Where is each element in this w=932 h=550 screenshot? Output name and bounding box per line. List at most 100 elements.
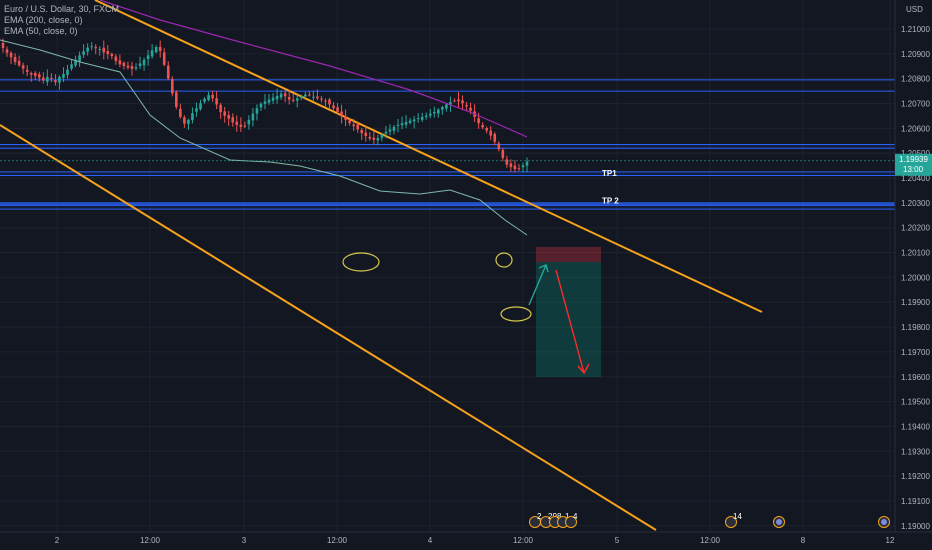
candle-body xyxy=(380,134,384,138)
candle-body xyxy=(412,119,416,122)
candle-body xyxy=(267,99,271,103)
candle-body xyxy=(336,107,339,112)
y-tick-label: 1.19700 xyxy=(901,348,930,357)
y-tick-label: 1.20200 xyxy=(901,224,930,233)
candle-body xyxy=(352,124,355,127)
current-price-tag xyxy=(895,153,932,176)
y-tick-label: 1.19400 xyxy=(901,422,930,431)
candle-body xyxy=(316,96,319,99)
candle-body xyxy=(211,94,214,99)
candle-body xyxy=(461,100,464,104)
candle-body xyxy=(191,113,194,121)
candle-body xyxy=(106,51,110,55)
candle-body xyxy=(320,98,323,100)
y-tick-label: 1.19200 xyxy=(901,472,930,481)
zone-fill xyxy=(0,144,895,149)
y-tick-label: 1.19300 xyxy=(901,447,930,456)
candle-body xyxy=(5,49,9,53)
candle-body xyxy=(187,119,190,124)
candle-body xyxy=(489,130,493,136)
currency-label: USD xyxy=(906,5,923,14)
candle-body xyxy=(521,165,525,168)
candle-body xyxy=(513,165,517,170)
x-tick-label: 3 xyxy=(242,536,247,545)
x-tick-label: 12:00 xyxy=(513,536,534,545)
candle-body xyxy=(199,103,202,110)
countdown-value: 13:00 xyxy=(903,165,924,174)
candle-body xyxy=(408,120,412,123)
y-tick-label: 1.19000 xyxy=(901,522,930,531)
event-badge-text: 2 xyxy=(537,512,542,521)
candle-body xyxy=(118,60,122,65)
candle-body xyxy=(227,115,231,119)
price-axis-bg xyxy=(895,0,932,550)
candle-body xyxy=(453,100,456,102)
candle-body xyxy=(465,105,468,107)
y-tick-label: 1.20900 xyxy=(901,50,930,59)
x-tick-label: 2 xyxy=(55,536,60,545)
event-badge-text: 14 xyxy=(733,512,742,521)
candle-body xyxy=(360,130,364,134)
candle-body xyxy=(195,108,198,112)
candle-body xyxy=(130,65,134,69)
event-badge xyxy=(565,516,577,528)
candle-body xyxy=(404,121,408,125)
up-arrow-line xyxy=(528,264,547,306)
symbol-title[interactable]: Euro / U.S. Dollar, 30, FXCM xyxy=(4,4,120,14)
event-badge-text: 4 xyxy=(573,512,578,521)
candle-body xyxy=(183,117,186,124)
candle-body xyxy=(13,56,17,62)
candle-body xyxy=(78,55,81,62)
candle-body xyxy=(364,132,368,137)
y-tick-label: 1.20400 xyxy=(901,174,930,183)
candle-body xyxy=(150,50,154,57)
candle-body xyxy=(37,74,41,78)
ema200-legend[interactable]: EMA (200, close, 0) xyxy=(4,15,83,25)
candle-body xyxy=(243,125,247,127)
candle-body xyxy=(356,124,360,130)
candle-body xyxy=(437,109,440,114)
candle-body xyxy=(400,123,404,126)
lower-trendline xyxy=(0,124,657,531)
trend-channel xyxy=(0,0,763,531)
y-tick-label: 1.20500 xyxy=(901,149,930,158)
candle-body xyxy=(134,67,138,69)
candle-body xyxy=(203,98,206,102)
candle-body xyxy=(501,149,505,158)
candle-body xyxy=(247,119,251,125)
candle-body xyxy=(29,73,33,75)
candle-body xyxy=(58,76,61,83)
y-tick-label: 1.20700 xyxy=(901,100,930,109)
highlight-ellipse xyxy=(500,306,532,322)
candle-body xyxy=(340,111,343,117)
y-tick-label: 1.20800 xyxy=(901,75,930,84)
candle-body xyxy=(271,97,275,101)
candle-body xyxy=(477,118,480,124)
x-tick-label: 5 xyxy=(615,536,620,545)
candle-body xyxy=(279,93,283,98)
candle-body xyxy=(215,98,218,105)
x-tick-label: 8 xyxy=(801,536,806,545)
candle-body xyxy=(62,73,65,78)
candle-body xyxy=(497,143,501,150)
candle-body xyxy=(146,55,150,60)
candle-body xyxy=(441,106,444,110)
y-tick-label: 1.20600 xyxy=(901,124,930,133)
candle-body xyxy=(420,116,424,120)
candle-body xyxy=(275,95,279,100)
time-axis-bg xyxy=(0,532,932,550)
candle-body xyxy=(469,107,472,111)
candle-body xyxy=(66,69,69,75)
ema50-legend[interactable]: EMA (50, close, 0) xyxy=(4,26,78,36)
candle-body xyxy=(122,62,126,67)
time-axis: 2 12:00 3 12:00 4 12:00 5 12:00 8 12 xyxy=(0,531,932,550)
candle-body xyxy=(175,92,178,107)
candle-body xyxy=(110,53,114,57)
zone-fill xyxy=(0,202,895,210)
candle-body xyxy=(54,80,57,83)
y-tick-label: 1.19500 xyxy=(901,398,930,407)
stop-loss-zone xyxy=(536,247,601,262)
up-arrow-head xyxy=(538,264,549,273)
